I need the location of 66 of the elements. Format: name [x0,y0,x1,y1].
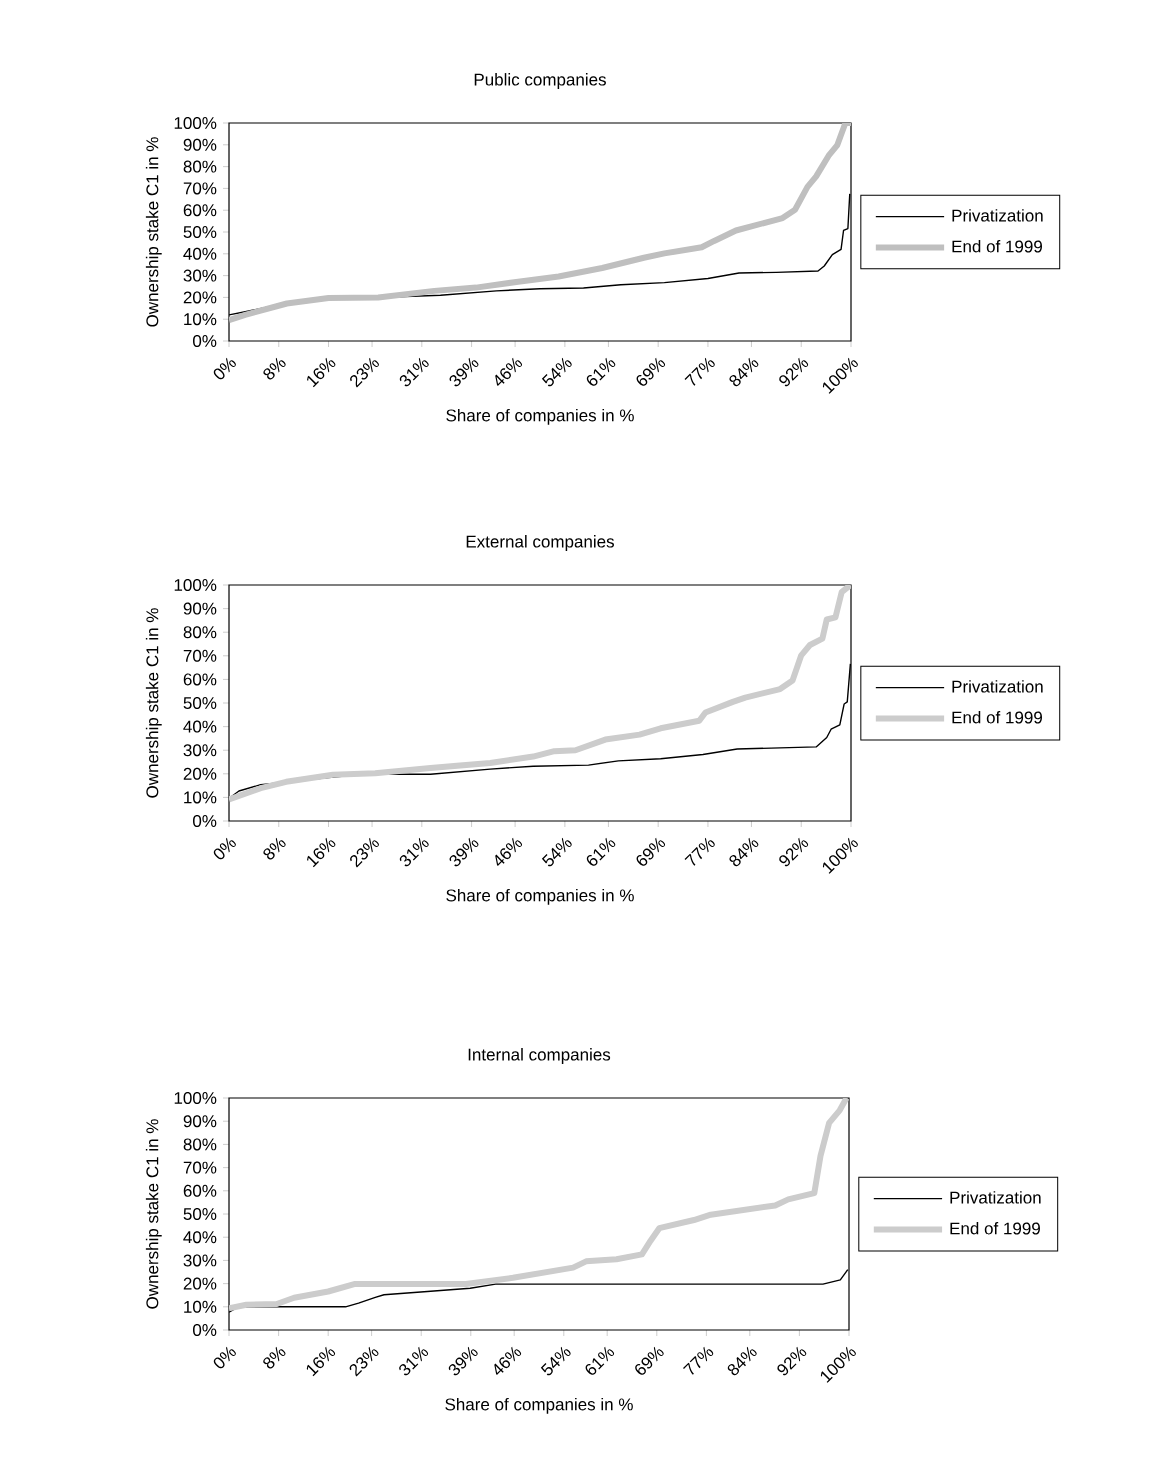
y-tick-label: 0% [193,815,217,828]
y-tick-label: 40% [183,247,217,260]
y-tick-label: 60% [183,1184,217,1197]
y-tick-label: 30% [183,269,217,282]
x-tick-label: 46% [495,357,523,386]
y-tick-label: 20% [183,291,217,304]
legend-label: End of 1999 [952,711,1042,724]
y-tick-label: 50% [183,697,217,710]
y-tick-label: 10% [184,1300,217,1313]
x-tick-label: 77% [683,1346,714,1375]
y-tick-label: 50% [183,226,217,239]
y-tick-label: 60% [183,673,217,686]
y-tick-label: 0% [193,335,217,348]
legend-label: Privatization [952,680,1043,693]
y-tick-label: 80% [183,1138,217,1151]
y-tick-label: 30% [183,1254,217,1267]
legend-label: Privatization [950,1191,1041,1204]
legend-label: End of 1999 [952,240,1042,253]
x-tick-label: 69% [636,837,666,866]
y-tick-label: 70% [183,1161,217,1174]
x-axis-title: Share of companies in % [446,408,634,425]
chart-title: External companies [466,535,614,551]
y-axis-title: Ownership stake C1 in % [145,137,162,327]
y-tick-label: 100% [174,579,217,592]
y-tick-label: 80% [183,626,217,639]
chart-title: Internal companies [468,1048,611,1064]
y-tick-label: 40% [183,720,217,733]
y-tick-label: 70% [183,182,217,195]
y-tick-label: 90% [183,1115,217,1128]
x-tick-label: 46% [494,1346,522,1375]
x-axis-title: Share of companies in % [446,888,634,905]
x-axis-title: Share of companies in % [445,1397,633,1414]
x-tick-label: 77% [684,837,715,866]
y-tick-label: 20% [183,767,217,780]
chart-title: Public companies [474,73,606,89]
y-tick-label: 100% [174,117,217,130]
y-axis-title: Ownership stake C1 in % [145,1119,162,1309]
x-tick-label: 61% [586,357,616,386]
y-axis-title: Ownership stake C1 in % [145,608,162,798]
x-tick-label: 8% [263,1346,286,1369]
y-tick-label: 50% [183,1208,217,1221]
x-tick-label: 0% [213,837,236,860]
x-tick-label: 69% [635,1346,664,1375]
legend-label: Privatization [952,209,1043,222]
y-tick-label: 70% [183,649,217,662]
y-tick-label: 0% [193,1324,217,1337]
x-tick-label: 8% [263,357,286,380]
y-tick-label: 10% [184,791,217,804]
x-tick-label: 77% [684,357,715,386]
x-tick-label: 0% [213,357,236,380]
legend-label: End of 1999 [950,1222,1040,1235]
y-tick-label: 40% [183,1231,217,1244]
y-tick-label: 90% [183,138,217,151]
y-tick-label: 100% [174,1092,217,1105]
x-tick-label: 61% [585,1346,615,1375]
y-tick-label: 30% [183,744,217,757]
x-tick-label: 61% [586,837,616,866]
y-tick-label: 10% [184,313,217,326]
x-tick-label: 69% [636,357,666,386]
y-tick-label: 60% [183,204,217,217]
y-tick-label: 80% [183,160,217,173]
x-tick-label: 46% [495,837,523,866]
x-tick-label: 0% [213,1346,236,1369]
y-tick-label: 20% [183,1277,217,1290]
x-tick-label: 8% [263,837,286,860]
y-tick-label: 90% [183,602,217,615]
